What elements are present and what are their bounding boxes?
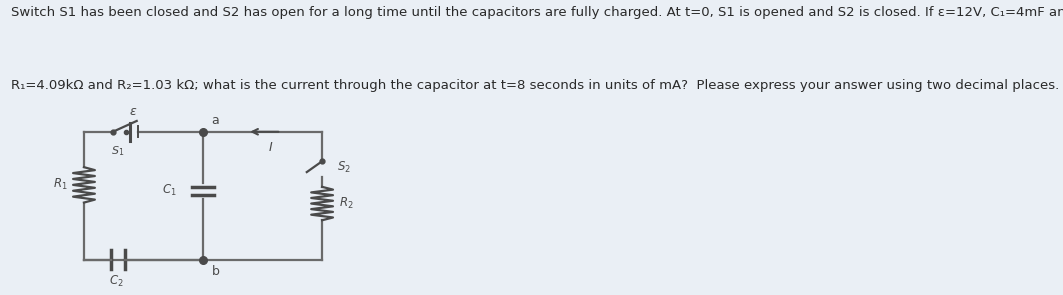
Text: $C_2$: $C_2$	[109, 274, 123, 289]
Text: $S_1$: $S_1$	[112, 145, 124, 158]
Text: $C_1$: $C_1$	[162, 183, 176, 198]
Text: $\varepsilon$: $\varepsilon$	[129, 105, 137, 118]
Text: $R_2$: $R_2$	[339, 196, 353, 211]
Text: $I$: $I$	[268, 141, 274, 154]
Text: Switch S1 has been closed and S2 has open for a long time until the capacitors a: Switch S1 has been closed and S2 has ope…	[11, 6, 1063, 19]
Text: a: a	[212, 114, 219, 127]
Text: b: b	[212, 265, 219, 278]
Text: R₁=4.09kΩ and R₂=1.03 kΩ; what is the current through the capacitor at t=8 secon: R₁=4.09kΩ and R₂=1.03 kΩ; what is the cu…	[11, 79, 1059, 92]
Text: $S_2$: $S_2$	[337, 160, 351, 175]
Text: $R_1$: $R_1$	[53, 177, 67, 192]
